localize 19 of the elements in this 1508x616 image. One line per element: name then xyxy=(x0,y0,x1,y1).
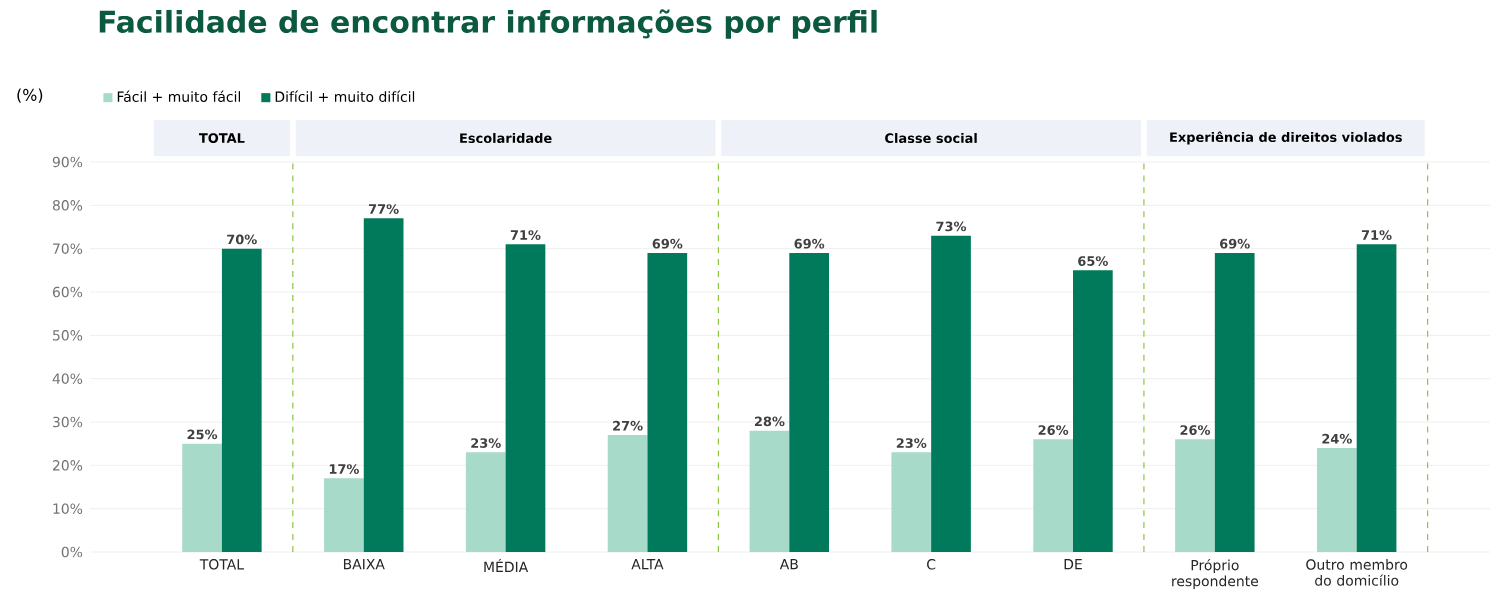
bar xyxy=(1073,270,1113,552)
bar xyxy=(1316,448,1357,552)
bar xyxy=(1214,253,1255,552)
bar xyxy=(749,430,790,552)
bar xyxy=(931,235,971,552)
bar xyxy=(465,452,506,552)
bar xyxy=(607,435,648,552)
bar xyxy=(1033,439,1073,552)
bar xyxy=(1356,244,1397,552)
bar xyxy=(505,244,546,552)
bar xyxy=(647,253,688,552)
bar xyxy=(1175,439,1215,552)
bar xyxy=(324,478,364,552)
bar xyxy=(891,452,932,552)
chart-title: Facilidade de encontrar informações por perfil xyxy=(99,9,877,39)
bar xyxy=(363,218,404,552)
bar xyxy=(789,253,830,552)
bar xyxy=(182,443,222,552)
bar xyxy=(221,248,262,552)
